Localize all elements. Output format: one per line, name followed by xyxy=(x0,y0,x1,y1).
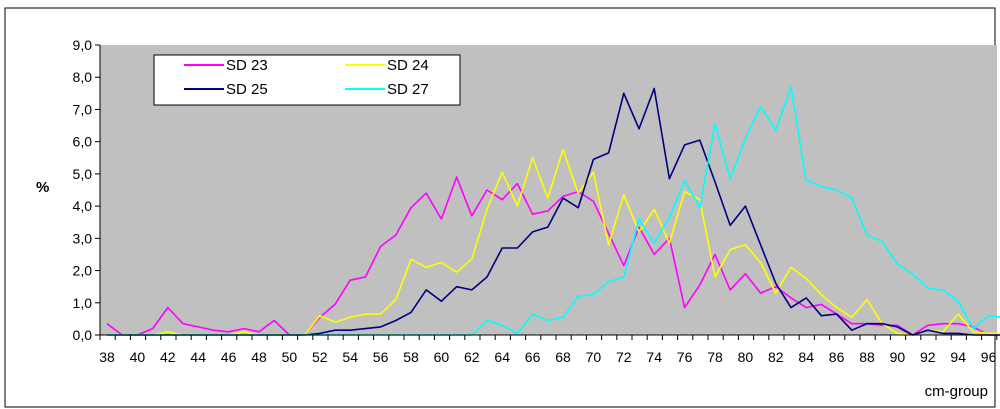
y-tick-label: 9,0 xyxy=(73,37,93,53)
series-line-sd-23 xyxy=(106,176,1000,336)
x-tick-label: 48 xyxy=(251,349,267,365)
axes-group xyxy=(99,45,997,336)
x-tick-label: 62 xyxy=(464,349,480,365)
legend: SD 23 SD 24 SD 25 SD 27 xyxy=(153,54,461,106)
x-tick-label: 92 xyxy=(920,349,936,365)
x-tick-label: 40 xyxy=(130,349,146,365)
x-tick-label: 70 xyxy=(586,349,602,365)
y-tick-label: 3,0 xyxy=(73,230,93,246)
x-tick-label: 78 xyxy=(707,349,723,365)
legend-label: SD 25 xyxy=(226,81,268,98)
x-tick-label: 50 xyxy=(282,349,298,365)
legend-box xyxy=(153,54,461,106)
legend-label: SD 24 xyxy=(387,57,429,74)
x-tick-label: 56 xyxy=(373,349,389,365)
x-tick-label: 38 xyxy=(99,349,115,365)
x-tick-label: 60 xyxy=(434,349,450,365)
legend-label: SD 27 xyxy=(387,81,429,98)
x-tick-label: 90 xyxy=(890,349,906,365)
x-tick-label: 46 xyxy=(221,349,237,365)
y-tick-label: 5,0 xyxy=(73,166,93,182)
y-tick-labels: 0,0 1,0 2,0 3,0 4,0 5,0 6,0 7,0 8,0 9,0 xyxy=(73,37,100,343)
x-tick-label: 76 xyxy=(677,349,693,365)
y-tick-label: 2,0 xyxy=(73,263,93,279)
x-tick-label: 84 xyxy=(798,349,814,365)
x-tick-label: 74 xyxy=(646,349,662,365)
y-tick-label: 6,0 xyxy=(73,134,93,150)
x-tick-label: 94 xyxy=(950,349,966,365)
x-axis-title: cm-group xyxy=(925,383,988,400)
x-tick-label: 80 xyxy=(738,349,754,365)
y-tick-label: 0,0 xyxy=(73,327,93,343)
x-tick-label: 58 xyxy=(403,349,419,365)
y-tick-label: 4,0 xyxy=(73,198,93,214)
y-tick-label: 7,0 xyxy=(73,101,93,117)
x-tick-label: 88 xyxy=(859,349,875,365)
x-tick-label: 54 xyxy=(342,349,358,365)
x-tick-label: 52 xyxy=(312,349,328,365)
legend-label: SD 23 xyxy=(226,57,268,74)
x-tick-label: 72 xyxy=(616,349,632,365)
x-tick-label: 82 xyxy=(768,349,784,365)
y-tick-label: 1,0 xyxy=(73,295,93,311)
x-tick-label: 42 xyxy=(160,349,176,365)
x-tick-label: 64 xyxy=(494,349,510,365)
x-tick-label: 66 xyxy=(525,349,541,365)
y-axis-title: % xyxy=(36,179,49,196)
x-tick-labels: 38 40 42 44 46 48 50 52 54 56 58 60 62 64 66 68 70 72 74 76… xyxy=(99,335,998,365)
x-tick-label: 96 xyxy=(981,349,997,365)
x-tick-label: 44 xyxy=(190,349,206,365)
y-tick-label: 8,0 xyxy=(73,69,93,85)
x-tick-label: 68 xyxy=(555,349,571,365)
x-tick-label: 86 xyxy=(829,349,845,365)
